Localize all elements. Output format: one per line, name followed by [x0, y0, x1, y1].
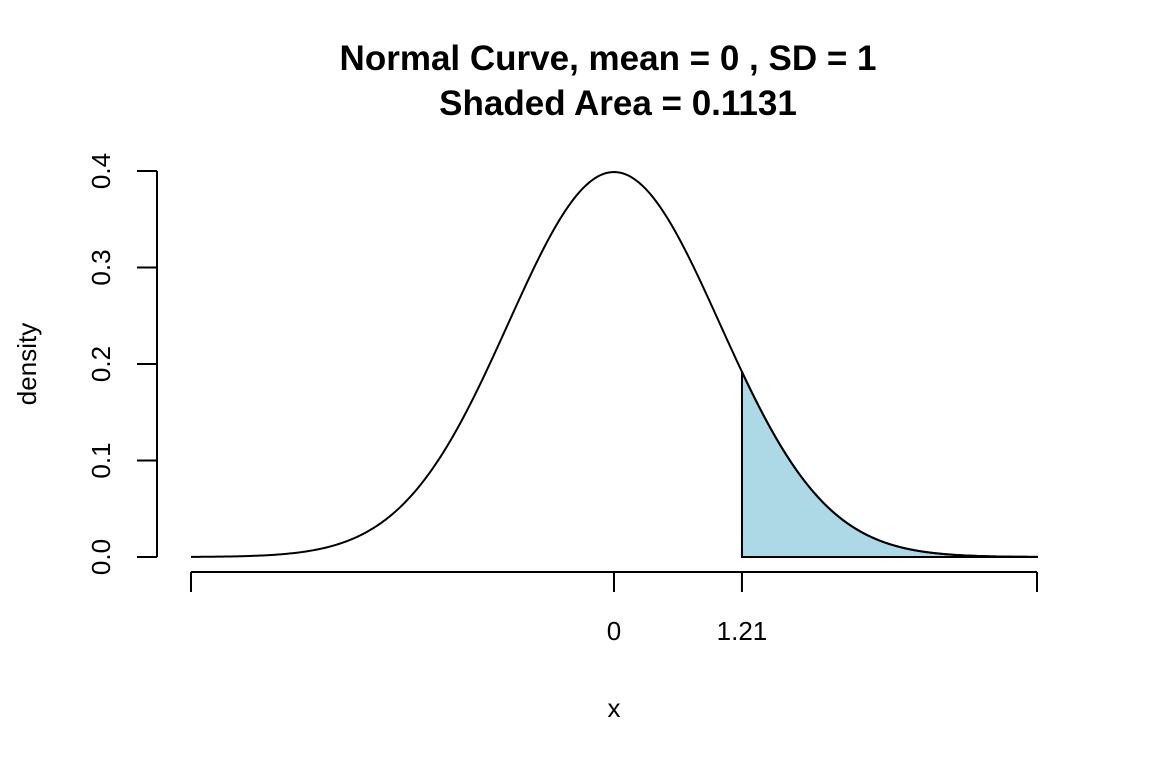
y-tick-label: 0.1 — [86, 442, 116, 478]
y-axis-label: density — [12, 323, 42, 405]
chart-subtitle: Shaded Area = 0.1131 — [439, 84, 797, 123]
plot-area — [190, 171, 1038, 558]
x-axis: 0 1.21 — [190, 571, 1038, 646]
y-tick-label: 0.3 — [86, 249, 116, 285]
x-axis-label: x — [608, 693, 621, 723]
x-tick-label: 0 — [607, 616, 621, 646]
y-tick-label: 0.4 — [86, 153, 116, 189]
y-tick-label: 0.0 — [86, 539, 116, 575]
shaded-area — [740, 371, 1038, 558]
x-tick-label: 1.21 — [717, 616, 768, 646]
chart-title: Normal Curve, mean = 0 , SD = 1 — [340, 39, 877, 78]
y-tick-label: 0.2 — [86, 346, 116, 382]
y-axis: 0.0 0.1 0.2 0.3 0.4 — [86, 153, 158, 575]
density-curve — [190, 171, 1038, 558]
